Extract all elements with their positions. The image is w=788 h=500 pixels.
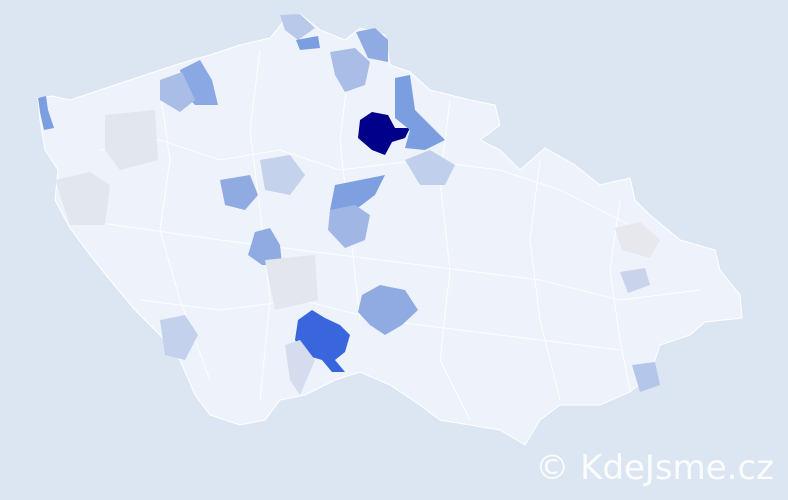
region-low-13 [285, 340, 315, 395]
region-low-12 [265, 255, 318, 310]
region-low-5 [160, 315, 198, 360]
region-low-15 [620, 268, 650, 293]
region-medium-1 [358, 285, 418, 335]
highlighted-regions [38, 14, 660, 395]
region-highest [358, 112, 410, 155]
region-medium-2 [330, 175, 385, 210]
country-outline [37, 13, 743, 446]
region-low-14 [615, 222, 660, 258]
region-low-17 [296, 36, 320, 50]
region-low-8 [38, 96, 54, 130]
region-low-1 [160, 72, 195, 112]
region-low-11 [55, 172, 110, 225]
region-low-16 [280, 14, 315, 40]
region-low-7 [356, 28, 388, 62]
region-low-3 [328, 205, 370, 248]
region-medium-4 [220, 175, 258, 210]
region-low-6 [632, 362, 660, 392]
region-low-4 [405, 150, 455, 185]
region-medium-5 [248, 228, 282, 265]
region-low-10 [105, 110, 158, 170]
region-low-9 [260, 155, 305, 195]
region-medium-3 [395, 75, 445, 150]
region-high [295, 310, 350, 372]
region-low-2 [330, 48, 370, 92]
watermark: © KdeJsme.cz [535, 448, 774, 488]
district-borders [79, 49, 701, 421]
